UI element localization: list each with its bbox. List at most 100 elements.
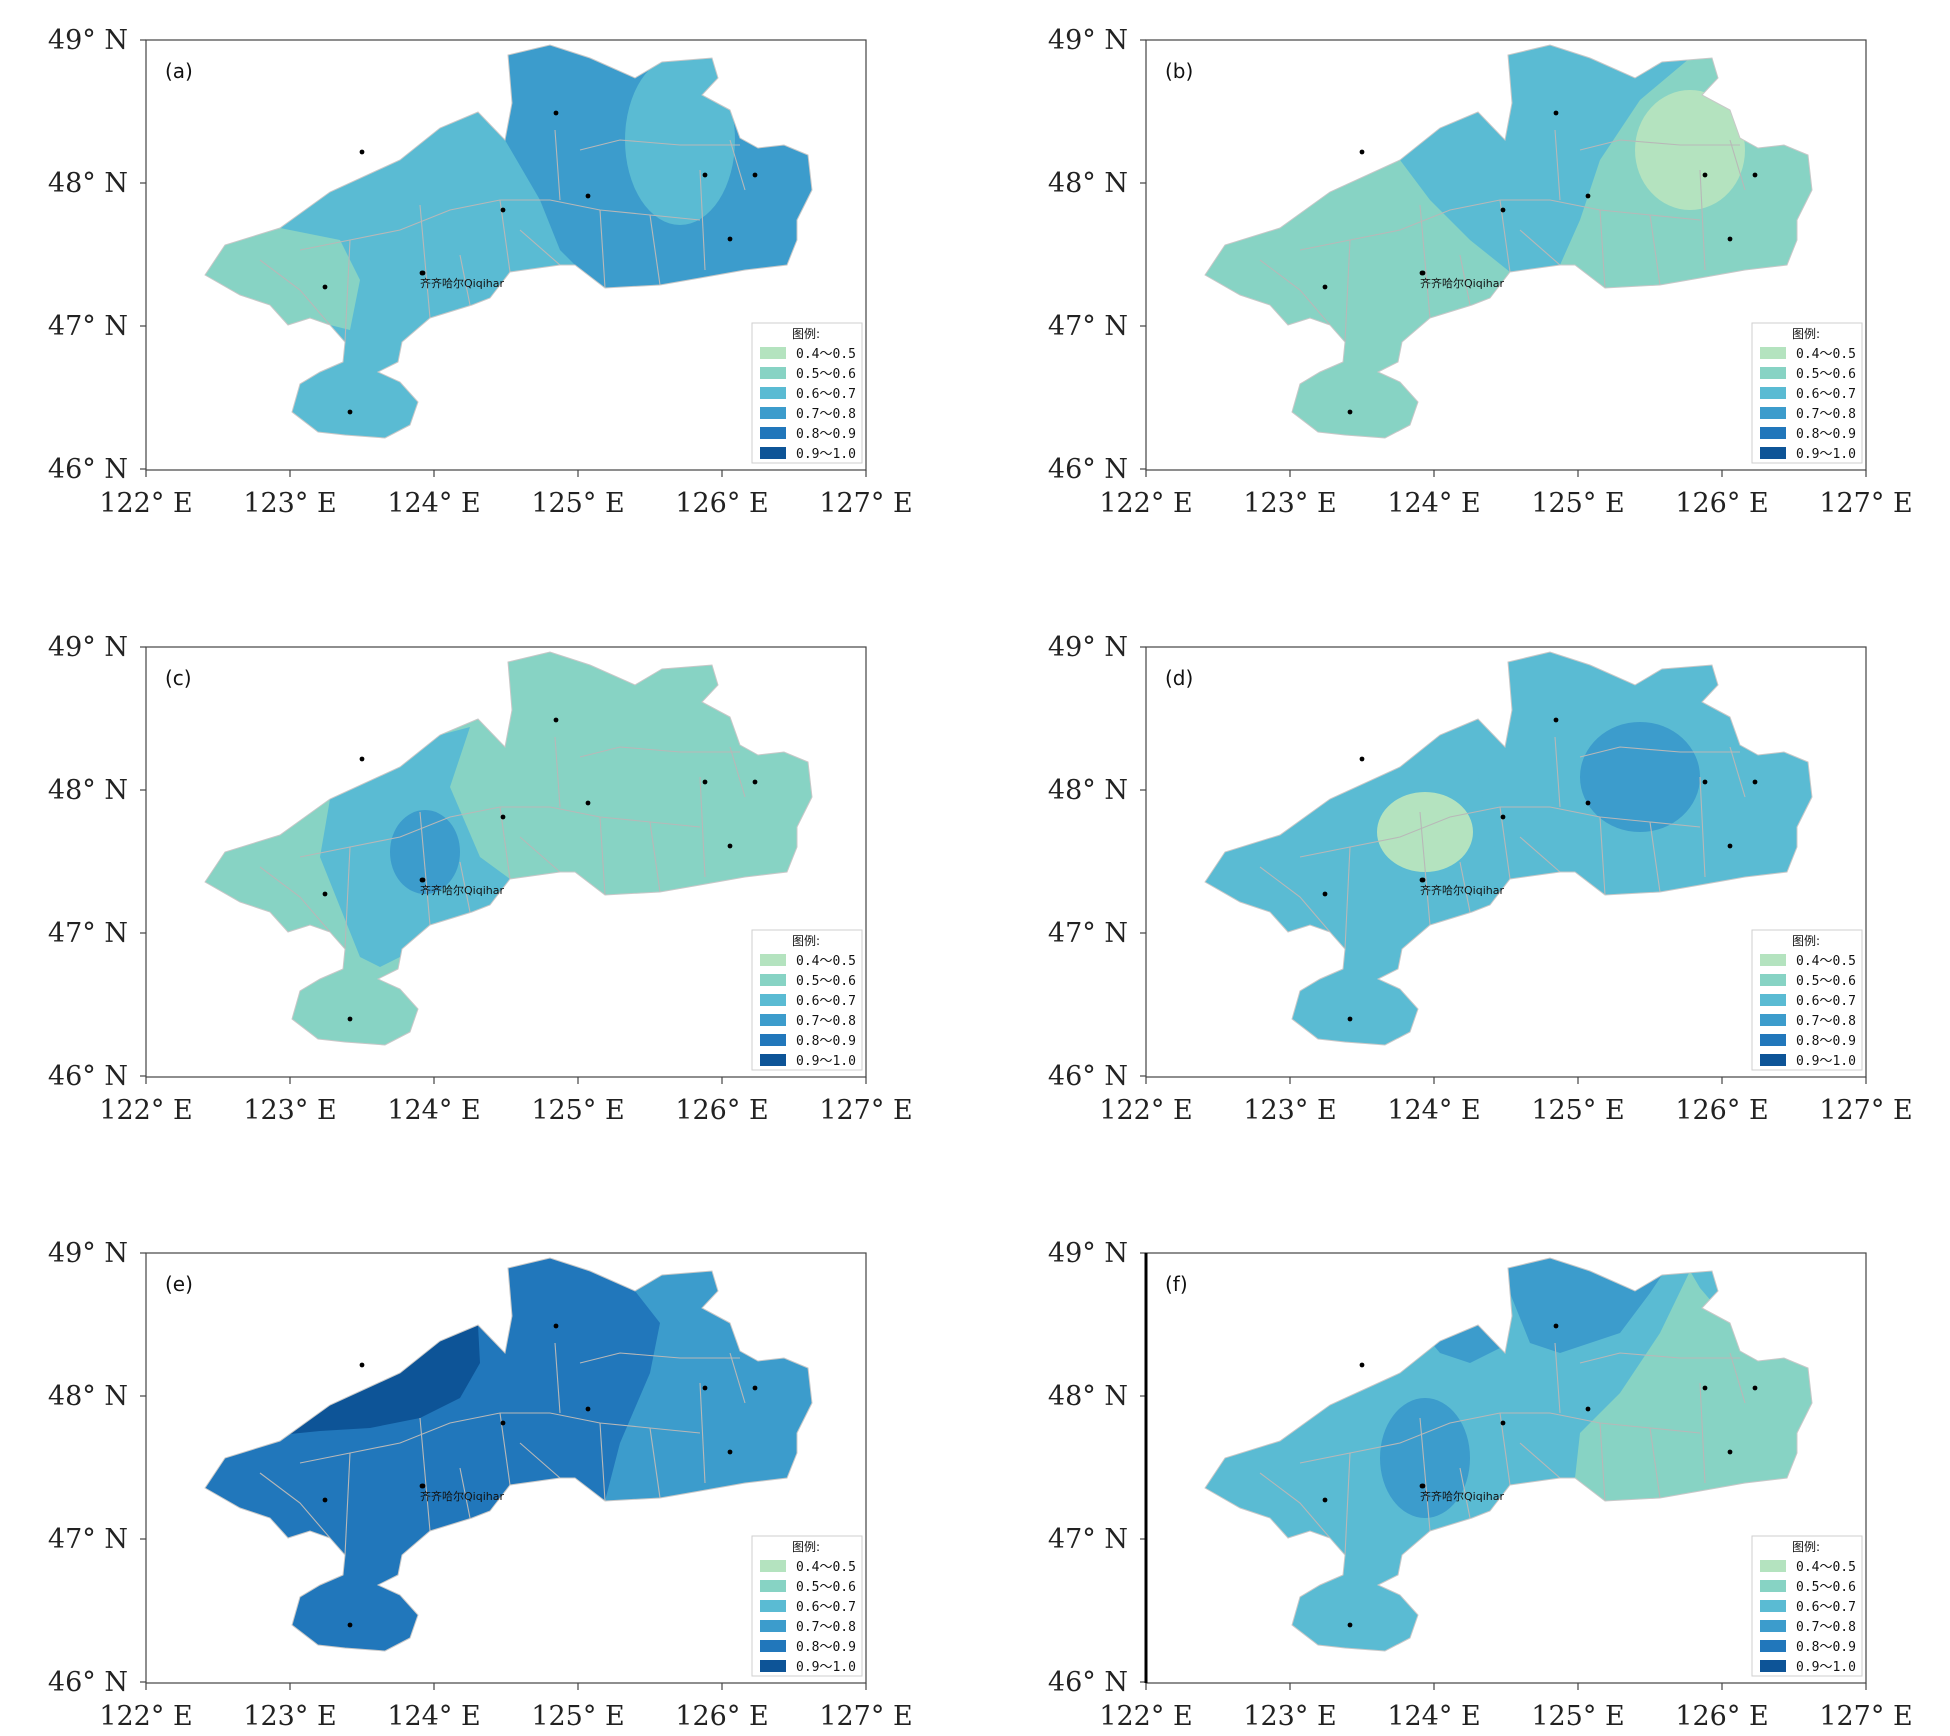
legend-swatch [1760,1600,1786,1612]
city-label: 齐齐哈尔Qiqihar [420,276,504,290]
legend-label: 0.8～0.9 [1796,1640,1856,1655]
station-dot [553,110,559,116]
lat-tick-label: 46° N [48,1667,128,1698]
station-dot [347,1622,353,1628]
lat-tick-label: 46° N [1048,1061,1128,1092]
city-label: 齐齐哈尔Qiqihar [1420,276,1504,290]
class-zone [1400,45,1690,272]
county-boundaries [1259,1342,1746,1556]
class-zone [255,1325,480,1448]
legend-swatch [1760,1560,1786,1572]
lat-tick-label: 48° N [48,775,128,806]
map-frame [145,646,867,1078]
legend-swatch [760,427,786,439]
county-boundary [1729,746,1746,798]
county-boundary [729,746,746,798]
station-dot [1347,1622,1353,1628]
class-zones [1400,45,1812,288]
legend-label: 0.5～0.6 [1796,367,1856,382]
panel-label: (c) [165,666,192,690]
county-boundary [344,239,351,343]
county-boundary [1554,129,1561,201]
county-boundary [1599,816,1606,896]
class-zone [205,228,360,330]
legend-swatch [1760,387,1786,399]
map-frame [1145,646,1867,1078]
station-dot [585,1406,591,1412]
legend-swatch [760,1580,786,1592]
class-zone [1380,1398,1470,1518]
legend-label: 0.8～0.9 [796,1034,856,1049]
station-dot [702,172,708,178]
legend-swatch [1760,1054,1786,1066]
lat-tick-label: 48° N [1048,775,1128,806]
city-label: 齐齐哈尔Qiqihar [420,1489,504,1503]
station-dot [1500,814,1506,820]
lat-tick-label: 47° N [1048,1524,1128,1555]
county-boundary [699,169,706,271]
station-dot [419,1483,425,1489]
lon-tick-label: 127° E [819,1701,912,1732]
county-boundaries [259,129,746,343]
legend-label: 0.6～0.7 [796,1600,856,1615]
class-zone [1580,722,1700,832]
station-dot [752,172,758,178]
legend-label: 0.6～0.7 [1796,387,1856,402]
legend-swatch [760,1034,786,1046]
county-boundary [419,811,431,926]
legend-title: 图例: [792,1540,820,1554]
legend-label: 0.5～0.6 [1796,974,1856,989]
legend-swatch [760,1660,786,1672]
station-dot [1727,236,1733,242]
county-boundary [419,204,431,319]
class-zone [1377,792,1473,872]
county-boundary [1259,1472,1331,1539]
lat-tick-label: 47° N [1048,311,1128,342]
legend-label: 0.4～0.5 [796,1560,856,1575]
county-boundary [1499,199,1511,273]
county-boundary [459,1467,471,1519]
legend-swatch [760,407,786,419]
county-boundary [1649,821,1661,893]
county-boundary [1729,1352,1746,1404]
panel-label: (d) [1165,666,1193,690]
county-boundary [599,1422,606,1502]
station-dot [347,1016,353,1022]
lon-tick-label: 123° E [1243,488,1336,519]
county-boundary [1579,139,1740,151]
station-dot [1322,1497,1328,1503]
class-zone [390,810,460,894]
lon-tick-label: 125° E [1531,488,1624,519]
county-boundary [1499,806,1511,880]
station-dot [1419,270,1425,276]
county-boundaries [1259,129,1746,343]
county-boundary [519,1442,561,1479]
class-zone [1635,90,1745,210]
lat-tick-label: 47° N [48,918,128,949]
legend-label: 0.9～1.0 [1796,447,1856,462]
county-boundary [499,199,511,273]
station-dot [1752,779,1758,785]
station-dot [1585,800,1591,806]
station-dot [1585,1406,1591,1412]
legend-swatch [1760,367,1786,379]
lon-tick-label: 126° E [675,1095,768,1126]
lon-tick-label: 122° E [1099,1095,1192,1126]
station-dot [419,270,425,276]
county-boundary [1459,254,1471,306]
legend-swatch [760,974,786,986]
city-label: 齐齐哈尔Qiqihar [1420,883,1504,897]
legend-label: 0.8～0.9 [796,427,856,442]
lat-tick-label: 46° N [48,1061,128,1092]
station-dot [727,236,733,242]
lon-tick-label: 125° E [1531,1095,1624,1126]
county-boundary [499,1412,511,1486]
lon-tick-label: 124° E [387,1701,480,1732]
lat-tick-label: 49° N [1048,25,1128,56]
station-dot [702,1385,708,1391]
county-boundary [499,806,511,880]
legend-swatch [1760,1580,1786,1592]
map-frame [1145,39,1867,471]
county-boundary [1599,209,1606,289]
legend-label: 0.8～0.9 [1796,427,1856,442]
